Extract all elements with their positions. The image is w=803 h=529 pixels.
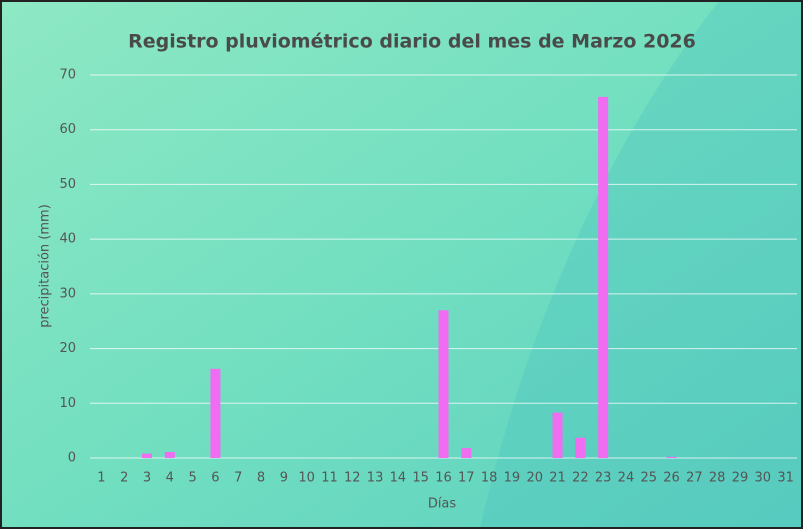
y-tick-label: 40 — [59, 232, 76, 247]
x-tick-label: 24 — [618, 471, 635, 486]
x-tick-label: 13 — [367, 471, 384, 486]
x-tick-label: 19 — [504, 471, 521, 486]
y-tick-label: 30 — [59, 286, 76, 301]
x-tick-label: 31 — [777, 471, 794, 486]
y-tick-label: 10 — [59, 396, 76, 411]
x-tick-label: 6 — [211, 471, 219, 486]
bar — [667, 457, 677, 458]
y-tick-label: 0 — [68, 451, 76, 466]
x-tick-label: 28 — [709, 471, 726, 486]
y-tick-label: 20 — [59, 341, 76, 356]
x-tick-label: 7 — [234, 471, 242, 486]
y-tick-label: 70 — [59, 68, 76, 83]
x-tick-label: 15 — [412, 471, 429, 486]
x-tick-label: 23 — [595, 471, 612, 486]
x-tick-label: 8 — [257, 471, 265, 486]
x-tick-label: 5 — [188, 471, 196, 486]
x-tick-label: 21 — [549, 471, 566, 486]
x-tick-label: 9 — [280, 471, 288, 486]
bar — [165, 452, 175, 458]
x-tick-label: 26 — [663, 471, 680, 486]
x-tick-label: 16 — [435, 471, 452, 486]
x-tick-label: 4 — [166, 471, 174, 486]
x-axis-label: Días — [428, 497, 457, 512]
y-axis-label: precipitación (mm) — [38, 204, 53, 328]
x-tick-label: 29 — [732, 471, 749, 486]
x-tick-label: 11 — [321, 471, 338, 486]
bar — [575, 438, 585, 458]
y-tick-label: 50 — [59, 177, 76, 192]
bar — [142, 454, 152, 458]
x-tick-label: 18 — [481, 471, 498, 486]
page: {"chart_data": {"type": "bar", "title": … — [0, 0, 803, 529]
x-tick-label: 17 — [458, 471, 475, 486]
bar — [553, 413, 563, 458]
x-tick-label: 30 — [755, 471, 772, 486]
x-tick-label: 20 — [526, 471, 543, 486]
x-tick-label: 2 — [120, 471, 128, 486]
x-tick-label: 27 — [686, 471, 703, 486]
chart-title: Registro pluviométrico diario del mes de… — [128, 31, 696, 53]
bar — [439, 310, 449, 458]
x-tick-label: 25 — [640, 471, 657, 486]
y-tick-label: 60 — [59, 122, 76, 137]
x-tick-label: 14 — [390, 471, 407, 486]
chart: Registro pluviométrico diario del mes de… — [0, 0, 803, 529]
bar — [210, 369, 220, 458]
bar — [461, 448, 471, 458]
x-tick-label: 22 — [572, 471, 589, 486]
x-tick-label: 1 — [97, 471, 105, 486]
x-tick-label: 3 — [143, 471, 151, 486]
x-tick-label: 12 — [344, 471, 361, 486]
bar — [598, 97, 608, 458]
x-tick-label: 10 — [298, 471, 315, 486]
